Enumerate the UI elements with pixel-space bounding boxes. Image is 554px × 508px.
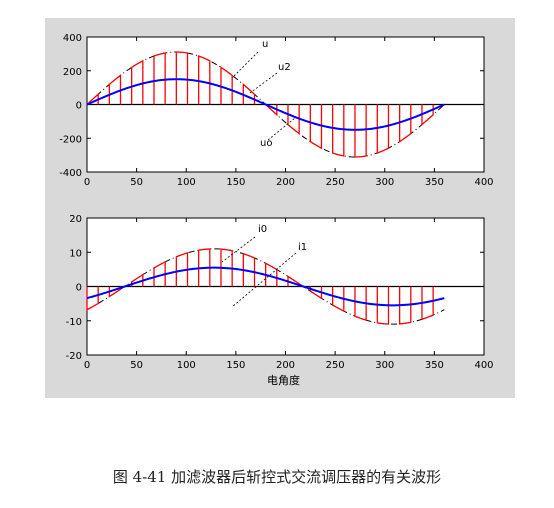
- figure: 0 50 100 150 200 250 300 350 4004002000-200-400u…: [45, 18, 515, 398]
- plot-1: 0 50 100 150 200 250 300 350 400 400 200 0 -200 -400 u…: [59, 33, 493, 188]
- x-tick-label: 0: [84, 360, 90, 371]
- y-tick-label: -20: [66, 351, 82, 362]
- x-tick-label: 400: [474, 177, 493, 188]
- plot-2: 0 50 100 150 200 250 300 350 40020100-10-20i0i1电…: [66, 214, 494, 387]
- chopped-output-series: [86, 51, 434, 158]
- y-tick-label: 200: [63, 67, 82, 78]
- annotation-leader: [221, 236, 256, 263]
- annotation-leader: [249, 72, 278, 94]
- y-tick-label: 400: [63, 33, 82, 44]
- x-tick-label: 50: [130, 177, 143, 188]
- y-tick-label: 10: [69, 248, 82, 259]
- x-tick-label: 300: [375, 360, 394, 371]
- x-tick-label: 50: [130, 360, 143, 371]
- annotation-leader: [267, 117, 296, 141]
- y-tick-label: -10: [66, 317, 82, 328]
- y-tick-label: 0: [76, 283, 82, 294]
- annotation-label: u: [262, 39, 268, 50]
- filtered-output-series: [86, 78, 445, 131]
- annotation-label: u2: [278, 62, 291, 73]
- x-tick-label: 250: [326, 360, 345, 371]
- annotation-label: i0: [258, 224, 267, 235]
- annotation-label: uo: [260, 138, 272, 149]
- y-tick-label: 0: [76, 101, 82, 112]
- x-axis-label: 电角度: [267, 373, 300, 387]
- chopped-output-series: [86, 248, 434, 325]
- x-tick-label: 150: [226, 360, 245, 371]
- annotation-label: i1: [298, 242, 307, 253]
- x-tick-label: 250: [326, 177, 345, 188]
- x-tick-label: 200: [276, 177, 295, 188]
- annotation-leader: [231, 252, 297, 308]
- x-tick-label: 0: [84, 177, 90, 188]
- filtered-output-series: [86, 266, 445, 307]
- x-tick-label: 350: [425, 177, 444, 188]
- x-tick-label: 100: [177, 360, 196, 371]
- x-tick-label: 200: [276, 360, 295, 371]
- x-tick-label: 350: [425, 360, 444, 371]
- figure-caption: 图 4-41 加滤波器后斩控式交流调压器的有关波形: [112, 468, 442, 486]
- x-tick-label: 150: [226, 177, 245, 188]
- y-tick-label: 20: [69, 214, 82, 225]
- y-tick-label: -200: [59, 134, 82, 145]
- x-tick-label: 100: [177, 177, 196, 188]
- x-tick-label: 300: [375, 177, 394, 188]
- y-tick-label: -400: [59, 168, 82, 179]
- x-tick-label: 400: [474, 360, 493, 371]
